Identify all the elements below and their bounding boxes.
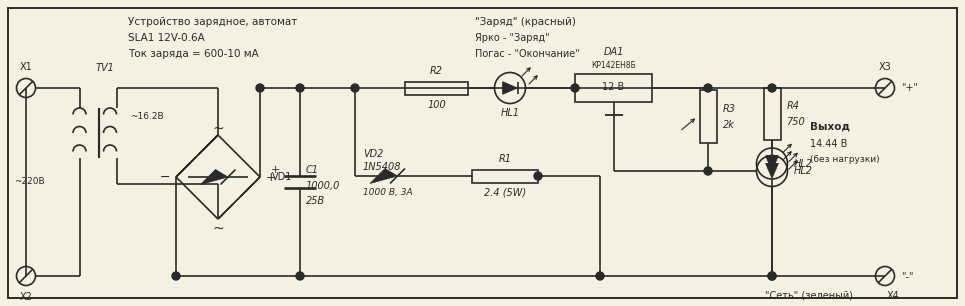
Text: X1: X1 — [19, 62, 33, 72]
Circle shape — [596, 272, 604, 280]
Circle shape — [256, 84, 264, 92]
Text: C1: C1 — [306, 165, 319, 175]
Circle shape — [768, 272, 776, 280]
Text: VD2: VD2 — [363, 149, 383, 159]
Text: (без нагрузки): (без нагрузки) — [810, 155, 880, 163]
Text: Ток заряда = 600-10 мА: Ток заряда = 600-10 мА — [128, 49, 259, 59]
Text: DA1: DA1 — [603, 47, 623, 57]
Polygon shape — [765, 156, 779, 171]
Text: 100: 100 — [427, 99, 446, 110]
Circle shape — [296, 84, 304, 92]
Circle shape — [534, 172, 542, 180]
Circle shape — [571, 84, 579, 92]
Text: HL2: HL2 — [793, 159, 813, 169]
Bar — [472, 170, 538, 182]
Text: Выход: Выход — [810, 121, 850, 131]
Text: SLA1 12V-0.6A: SLA1 12V-0.6A — [128, 33, 205, 43]
Polygon shape — [503, 82, 517, 94]
Bar — [575, 74, 652, 102]
Text: "Сеть" (зеленый): "Сеть" (зеленый) — [765, 291, 853, 301]
Text: ~: ~ — [212, 222, 224, 236]
Text: VD1: VD1 — [272, 172, 292, 182]
Text: "+": "+" — [901, 83, 919, 93]
Text: R4: R4 — [786, 101, 799, 111]
Text: 1N5408: 1N5408 — [363, 162, 401, 172]
Text: 25В: 25В — [306, 196, 325, 206]
Bar — [763, 88, 781, 140]
Text: ~16.2В: ~16.2В — [130, 111, 164, 121]
Text: +: + — [270, 165, 280, 175]
Text: X3: X3 — [878, 62, 892, 72]
Polygon shape — [370, 169, 398, 184]
Text: 1000,0: 1000,0 — [306, 181, 341, 191]
Text: −: − — [159, 170, 170, 184]
Polygon shape — [201, 170, 228, 185]
Circle shape — [704, 167, 712, 175]
Polygon shape — [186, 150, 204, 167]
Circle shape — [296, 272, 304, 280]
Text: R3: R3 — [723, 103, 735, 114]
Text: X4: X4 — [887, 291, 899, 301]
Text: Ярко - "Заряд": Ярко - "Заряд" — [475, 33, 550, 43]
Text: ~220В: ~220В — [14, 177, 44, 186]
Text: КР142ЕН8Б: КР142ЕН8Б — [592, 62, 636, 70]
Bar — [700, 90, 716, 143]
Text: Погас - "Окончание": Погас - "Окончание" — [475, 49, 580, 59]
Circle shape — [351, 84, 359, 92]
Circle shape — [172, 272, 180, 280]
Text: ~: ~ — [212, 122, 224, 136]
Circle shape — [768, 272, 776, 280]
Polygon shape — [765, 163, 779, 178]
Circle shape — [768, 84, 776, 92]
Circle shape — [704, 84, 712, 92]
Text: TV1: TV1 — [96, 63, 115, 73]
Text: Устройство зарядное, автомат: Устройство зарядное, автомат — [128, 17, 297, 27]
Text: R2: R2 — [430, 66, 443, 76]
Polygon shape — [191, 145, 208, 162]
Text: HL1: HL1 — [501, 108, 519, 118]
Text: +: + — [266, 170, 277, 184]
Text: 14.44 В: 14.44 В — [810, 139, 847, 149]
Text: 2.4 (5W): 2.4 (5W) — [483, 188, 526, 197]
Text: "Заряд" (красный): "Заряд" (красный) — [475, 17, 576, 27]
Text: "-": "-" — [901, 271, 914, 281]
Text: R1: R1 — [499, 155, 511, 165]
Text: 12 В: 12 В — [602, 82, 624, 92]
Text: X2: X2 — [19, 293, 33, 303]
Text: 1000 В, 3А: 1000 В, 3А — [363, 188, 412, 197]
Bar — [405, 81, 468, 95]
Text: HL2: HL2 — [793, 166, 813, 176]
Text: 2k: 2k — [723, 120, 734, 129]
Polygon shape — [228, 192, 245, 209]
Text: 750: 750 — [786, 117, 805, 127]
